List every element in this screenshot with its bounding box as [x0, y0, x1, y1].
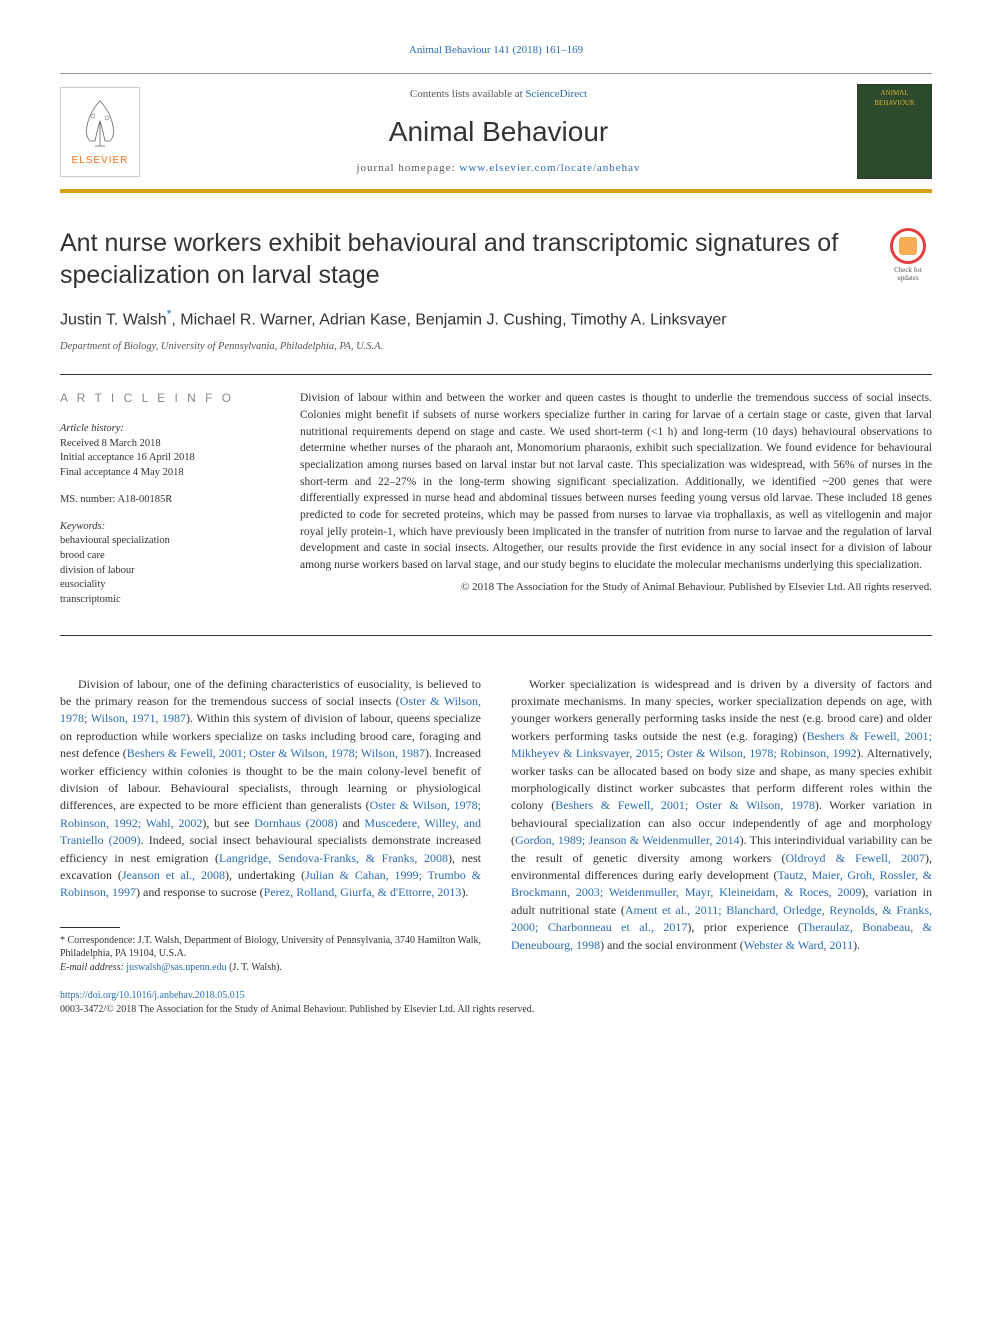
citation-link[interactable]: Perez, Rolland, Giurfa, & d'Ettorre, 201…: [264, 885, 462, 899]
check-updates-badge[interactable]: Check for updates: [884, 228, 932, 286]
body-columns: Division of labour, one of the defining …: [60, 676, 932, 975]
elsevier-tree-icon: [75, 96, 125, 151]
keyword: division of labour: [60, 564, 270, 579]
citation-link[interactable]: Oldroyd & Fewell, 2007: [785, 851, 925, 865]
body-left-column: Division of labour, one of the defining …: [60, 676, 481, 975]
corresponding-marker[interactable]: *: [167, 307, 172, 321]
abstract-text: Division of labour within and between th…: [300, 390, 932, 573]
authors: Justin T. Walsh*, Michael R. Warner, Adr…: [60, 306, 932, 332]
updates-mark-icon: [899, 237, 917, 255]
correspondence-footnote: * Correspondence: J.T. Walsh, Department…: [60, 934, 481, 961]
email-footnote: E-mail address: juswalsh@sas.upenn.edu (…: [60, 961, 481, 975]
article-title: Ant nurse workers exhibit behavioural an…: [60, 228, 864, 291]
history-final: Final acceptance 4 May 2018: [60, 466, 270, 481]
keyword: behavioural specialization: [60, 534, 270, 549]
email-suffix: (J. T. Walsh).: [227, 962, 282, 973]
issn-copyright: 0003-3472/© 2018 The Association for the…: [60, 1003, 932, 1017]
journal-title: Animal Behaviour: [160, 112, 837, 151]
history-received: Received 8 March 2018: [60, 437, 270, 452]
journal-homepage: journal homepage: www.elsevier.com/locat…: [160, 161, 837, 176]
citation-link[interactable]: Langridge, Sendova-Franks, & Franks, 200…: [219, 851, 448, 865]
doi-block: https://doi.org/10.1016/j.anbehav.2018.0…: [60, 989, 932, 1017]
keyword: eusociality: [60, 578, 270, 593]
elsevier-label: ELSEVIER: [72, 154, 129, 168]
citation-header: Animal Behaviour 141 (2018) 161–169: [60, 40, 932, 58]
body-right-column: Worker specialization is widespread and …: [511, 676, 932, 975]
ms-number-text: MS. number: A18-00185R: [60, 493, 270, 508]
citation-link[interactable]: Webster & Ward, 2011: [744, 938, 853, 952]
masthead: ELSEVIER Contents lists available at Sci…: [60, 73, 932, 193]
doi-link[interactable]: https://doi.org/10.1016/j.anbehav.2018.0…: [60, 990, 245, 1001]
abstract-column: Division of labour within and between th…: [300, 390, 932, 619]
article-info-column: A R T I C L E I N F O Article history: R…: [60, 390, 270, 619]
intro-paragraph-2: Worker specialization is widespread and …: [511, 676, 932, 954]
citation-link[interactable]: Gordon, 1989; Jeanson & Weidenmuller, 20…: [515, 833, 740, 847]
updates-label: Check for updates: [884, 267, 932, 282]
history-initial: Initial acceptance 16 April 2018: [60, 451, 270, 466]
keyword: transcriptomic: [60, 593, 270, 608]
homepage-link[interactable]: www.elsevier.com/locate/anbehav: [459, 162, 640, 174]
footnote-rule: [60, 927, 120, 928]
contents-prefix: Contents lists available at: [410, 88, 525, 100]
contents-line: Contents lists available at ScienceDirec…: [160, 87, 837, 102]
keywords-label: Keywords:: [60, 520, 270, 535]
elsevier-logo[interactable]: ELSEVIER: [60, 87, 140, 177]
keywords-block: Keywords: behavioural specialization bro…: [60, 520, 270, 608]
ms-number: MS. number: A18-00185R: [60, 493, 270, 508]
masthead-center: Contents lists available at ScienceDirec…: [160, 87, 837, 177]
intro-paragraph-1: Division of labour, one of the defining …: [60, 676, 481, 902]
article-info-heading: A R T I C L E I N F O: [60, 390, 270, 407]
homepage-prefix: journal homepage:: [356, 162, 459, 174]
sciencedirect-link[interactable]: ScienceDirect: [525, 88, 587, 100]
title-row: Ant nurse workers exhibit behavioural an…: [60, 228, 932, 291]
email-link[interactable]: juswalsh@sas.upenn.edu: [126, 962, 226, 973]
info-abstract-block: A R T I C L E I N F O Article history: R…: [60, 374, 932, 635]
cover-thumb-title: ANIMAL BEHAVIOUR: [862, 89, 927, 109]
citation-link[interactable]: Jeanson et al., 2008: [122, 868, 225, 882]
keyword: brood care: [60, 549, 270, 564]
citation-link[interactable]: Dornhaus (2008): [254, 816, 337, 830]
journal-cover-thumb[interactable]: ANIMAL BEHAVIOUR: [857, 84, 932, 179]
history-label: Article history:: [60, 422, 270, 437]
updates-circle-icon: [890, 228, 926, 264]
abstract-copyright: © 2018 The Association for the Study of …: [300, 580, 932, 595]
email-label: E-mail address:: [60, 962, 126, 973]
affiliation: Department of Biology, University of Pen…: [60, 340, 932, 355]
history-block: Article history: Received 8 March 2018 I…: [60, 422, 270, 481]
citation-link[interactable]: Beshers & Fewell, 2001; Oster & Wilson, …: [555, 798, 815, 812]
citation-link[interactable]: Animal Behaviour 141 (2018) 161–169: [409, 44, 583, 56]
citation-link[interactable]: Beshers & Fewell, 2001; Oster & Wilson, …: [127, 746, 425, 760]
